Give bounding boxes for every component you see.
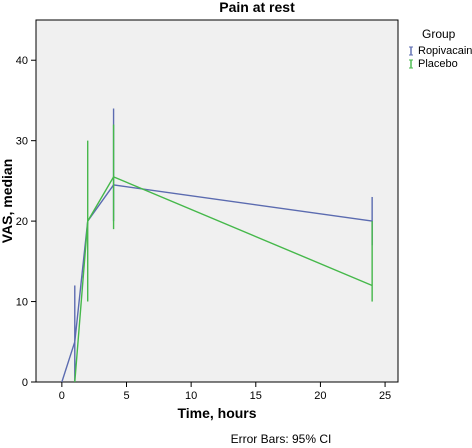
y-tick-label: 20 — [16, 216, 28, 228]
x-axis: 0 5 10 15 20 25 — [59, 382, 391, 402]
legend-label-placebo: Placebo — [418, 58, 458, 70]
legend-items: RopivacainePlacebo — [409, 45, 472, 70]
x-tick-label: 15 — [250, 390, 262, 402]
x-tick-label: 5 — [123, 390, 129, 402]
y-tick-label: 10 — [16, 297, 28, 309]
plot-area — [35, 19, 399, 383]
x-tick-label: 0 — [59, 390, 65, 402]
y-tick-label: 30 — [16, 136, 28, 148]
legend-item-placebo: Placebo — [409, 58, 458, 70]
legend-title: Group — [422, 27, 456, 41]
y-tick-label: 0 — [22, 377, 28, 389]
y-tick-label: 40 — [16, 55, 28, 67]
y-axis: 0 10 20 30 40 — [16, 55, 36, 389]
error-bars-note: Error Bars: 95% CI — [231, 432, 332, 446]
series-layer — [61, 108, 373, 383]
legend: Group RopivacainePlacebo — [409, 27, 472, 70]
legend-label-ropivacaine: Ropivacaine — [418, 45, 472, 57]
chart-title: Pain at rest — [219, 0, 295, 15]
y-axis-title: VAS, median — [0, 159, 15, 244]
series-line-placebo — [74, 175, 373, 383]
x-tick-label: 20 — [314, 390, 326, 402]
x-tick-label: 25 — [379, 390, 391, 402]
x-tick-label: 10 — [185, 390, 197, 402]
x-axis-title: Time, hours — [177, 405, 256, 421]
legend-item-ropivacaine: Ropivacaine — [409, 45, 472, 57]
series-placebo — [74, 124, 373, 383]
